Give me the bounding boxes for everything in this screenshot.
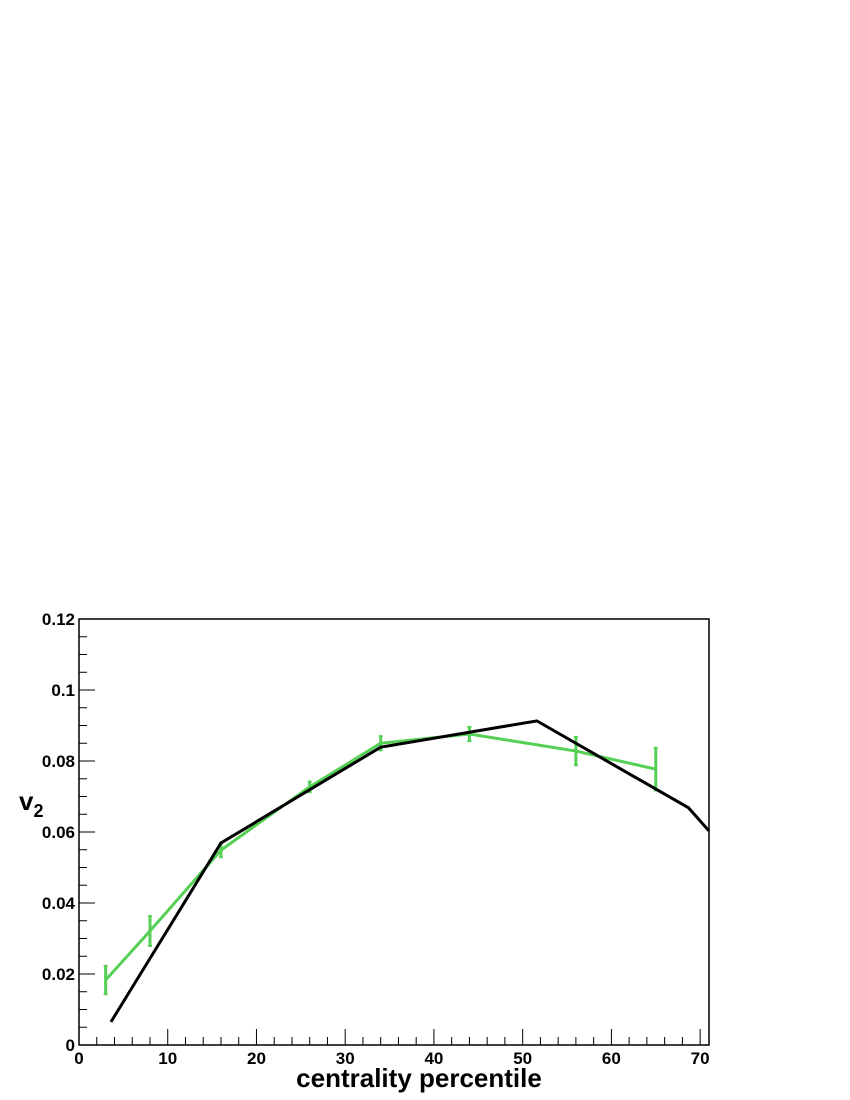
y-axis-label: v2 [19, 786, 43, 821]
x-tick-label: 40 [424, 1049, 443, 1068]
x-tick-label: 0 [74, 1049, 83, 1068]
y-tick-label: 0.06 [42, 823, 75, 842]
y-tick-label: 0.12 [42, 610, 75, 629]
series-line [104, 732, 657, 982]
x-tick-label: 20 [247, 1049, 266, 1068]
x-tick-label: 70 [691, 1049, 710, 1068]
x-tick-label: 50 [513, 1049, 532, 1068]
x-axis-label: centrality percentile [296, 1063, 542, 1093]
x-tick-label: 60 [602, 1049, 621, 1068]
x-tick-label: 30 [336, 1049, 355, 1068]
y-tick-label: 0.08 [42, 752, 75, 771]
y-tick-label: 0.1 [51, 681, 75, 700]
y-tick-label: 0 [66, 1036, 75, 1055]
y-tick-label: 0.02 [42, 965, 75, 984]
y-axis-label-subscript: 2 [33, 801, 43, 821]
y-axis-label-main: v [19, 786, 34, 816]
plot-frame [78, 618, 710, 1046]
x-tick-label: 10 [158, 1049, 177, 1068]
y-tick-label: 0.04 [42, 894, 76, 913]
series-line [109, 719, 711, 1023]
